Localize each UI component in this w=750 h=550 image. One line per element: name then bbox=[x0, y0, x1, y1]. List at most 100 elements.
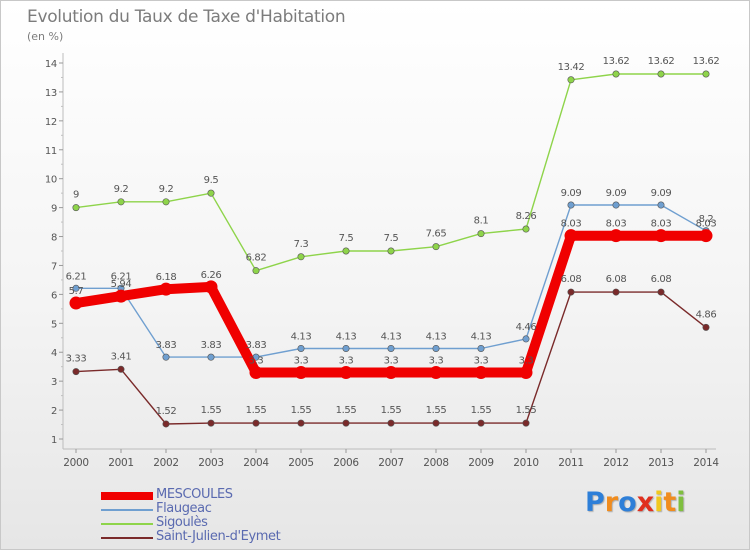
data-point-3 bbox=[117, 365, 125, 373]
y-tick-label: 7 bbox=[51, 261, 57, 272]
x-tick-label: 2002 bbox=[153, 457, 179, 469]
data-point-1 bbox=[342, 344, 350, 352]
data-point-1 bbox=[297, 344, 305, 352]
x-tick-label: 2012 bbox=[603, 457, 629, 469]
data-point-2 bbox=[477, 230, 485, 238]
data-label-2: 7.65 bbox=[426, 229, 447, 240]
data-label-3: 1.55 bbox=[291, 405, 312, 416]
data-point-2 bbox=[522, 225, 530, 233]
data-point-1 bbox=[162, 353, 170, 361]
data-labels-layer: 5.7 5.94 6.18 6.26 3.3 3.3 3.3 3.3 3.3 3.3 3.3 8.03… bbox=[66, 56, 720, 417]
data-label-2: 8.1 bbox=[474, 216, 489, 227]
data-label-0: 8.03 bbox=[696, 219, 717, 230]
data-point-2 bbox=[72, 204, 80, 212]
data-point-3 bbox=[342, 419, 350, 427]
data-label-0: 3.3 bbox=[249, 355, 264, 366]
x-tick-label: 2008 bbox=[423, 457, 449, 469]
data-point-2 bbox=[252, 267, 260, 275]
data-label-0: 8.03 bbox=[651, 219, 672, 230]
data-label-3: 1.55 bbox=[381, 405, 402, 416]
data-label-3: 6.08 bbox=[561, 274, 582, 285]
data-label-0: 3.3 bbox=[519, 355, 534, 366]
data-label-2: 6.82 bbox=[246, 253, 267, 264]
data-label-3: 1.55 bbox=[471, 405, 492, 416]
x-tick-label: 2014 bbox=[693, 457, 719, 469]
data-point-3 bbox=[297, 419, 305, 427]
x-tick-label: 2006 bbox=[333, 457, 359, 469]
chart-unit-label: (en %) bbox=[27, 30, 64, 43]
data-label-3: 3.41 bbox=[111, 351, 132, 362]
legend-label: Saint-Julien-d'Eymet bbox=[156, 529, 281, 544]
data-label-3: 1.52 bbox=[156, 406, 177, 417]
x-tick-label: 2000 bbox=[63, 457, 89, 469]
legend-swatch bbox=[101, 509, 153, 511]
data-label-0: 3.3 bbox=[294, 355, 309, 366]
data-point-0 bbox=[204, 280, 218, 294]
data-label-2: 9 bbox=[73, 190, 79, 201]
legend-swatch bbox=[101, 492, 153, 500]
y-tick-label: 10 bbox=[45, 175, 57, 186]
data-point-0 bbox=[384, 365, 398, 379]
data-point-0 bbox=[699, 229, 713, 243]
x-tick-label: 2003 bbox=[198, 457, 224, 469]
data-label-1: 9.09 bbox=[651, 188, 672, 199]
data-point-3 bbox=[567, 288, 575, 296]
data-point-1 bbox=[72, 284, 80, 292]
logo-letter: t bbox=[663, 487, 677, 518]
data-label-1: 9.09 bbox=[561, 188, 582, 199]
x-tick-label: 2009 bbox=[468, 457, 494, 469]
data-label-3: 6.08 bbox=[651, 274, 672, 285]
data-point-0 bbox=[519, 365, 533, 379]
data-label-1: 9.09 bbox=[606, 188, 627, 199]
x-tick-label: 2010 bbox=[513, 457, 539, 469]
data-label-3: 1.55 bbox=[246, 405, 267, 416]
data-point-0 bbox=[339, 365, 353, 379]
data-point-2 bbox=[387, 247, 395, 255]
y-tick-label: 3 bbox=[51, 377, 57, 388]
data-label-3: 6.08 bbox=[606, 274, 627, 285]
data-point-3 bbox=[657, 288, 665, 296]
data-label-2: 9.2 bbox=[114, 184, 129, 195]
x-tick-label: 2001 bbox=[108, 457, 134, 469]
y-tick-label: 4 bbox=[51, 348, 57, 359]
data-label-0: 3.3 bbox=[474, 355, 489, 366]
data-point-1 bbox=[657, 201, 665, 209]
data-point-1 bbox=[432, 344, 440, 352]
y-tick-label: 14 bbox=[45, 59, 57, 70]
data-point-2 bbox=[117, 198, 125, 206]
data-label-1: 3.83 bbox=[156, 340, 177, 351]
legend-label: MESCOULES bbox=[156, 487, 233, 502]
data-point-1 bbox=[567, 201, 575, 209]
data-point-2 bbox=[657, 70, 665, 78]
data-label-1: 6.21 bbox=[66, 271, 87, 282]
data-point-0 bbox=[249, 365, 263, 379]
data-label-2: 8.26 bbox=[516, 211, 537, 222]
data-point-3 bbox=[702, 323, 710, 331]
data-label-1: 4.46 bbox=[516, 322, 537, 333]
data-point-3 bbox=[72, 368, 80, 376]
data-label-0: 3.3 bbox=[339, 355, 354, 366]
data-point-0 bbox=[69, 296, 83, 310]
data-label-0: 3.3 bbox=[429, 355, 444, 366]
data-label-3: 1.55 bbox=[516, 405, 537, 416]
data-label-0: 6.26 bbox=[201, 270, 222, 281]
data-label-2: 13.42 bbox=[558, 62, 585, 73]
data-point-1 bbox=[477, 344, 485, 352]
y-tick-label: 6 bbox=[51, 290, 57, 301]
data-label-0: 5.7 bbox=[69, 286, 84, 297]
x-tick-label: 2013 bbox=[648, 457, 674, 469]
data-point-2 bbox=[162, 198, 170, 206]
legend-swatch bbox=[101, 523, 153, 525]
data-point-3 bbox=[162, 420, 170, 428]
y-tick-label: 11 bbox=[45, 146, 57, 157]
data-point-3 bbox=[252, 419, 260, 427]
data-point-0 bbox=[474, 365, 488, 379]
data-point-1 bbox=[522, 335, 530, 343]
y-tick-label: 13 bbox=[45, 88, 57, 99]
y-tick-label: 12 bbox=[45, 117, 57, 128]
logo-letter: i bbox=[654, 487, 664, 518]
data-label-1: 4.13 bbox=[381, 331, 402, 342]
data-point-1 bbox=[387, 344, 395, 352]
data-point-0 bbox=[564, 229, 578, 243]
